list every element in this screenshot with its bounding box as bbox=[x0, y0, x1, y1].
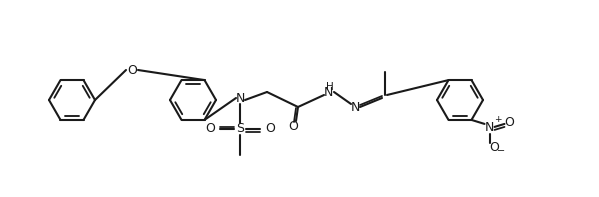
Text: +: + bbox=[494, 115, 501, 125]
Text: −: − bbox=[497, 146, 506, 156]
Text: N: N bbox=[323, 85, 332, 98]
Text: O: O bbox=[127, 63, 137, 76]
Text: N: N bbox=[350, 100, 359, 113]
Text: S: S bbox=[236, 123, 244, 136]
Text: O: O bbox=[265, 123, 275, 136]
Text: O: O bbox=[489, 141, 500, 154]
Text: H: H bbox=[326, 82, 334, 92]
Text: N: N bbox=[485, 121, 494, 134]
Text: O: O bbox=[288, 121, 298, 134]
Text: O: O bbox=[205, 123, 215, 136]
Text: O: O bbox=[504, 116, 515, 129]
Text: N: N bbox=[235, 91, 244, 104]
